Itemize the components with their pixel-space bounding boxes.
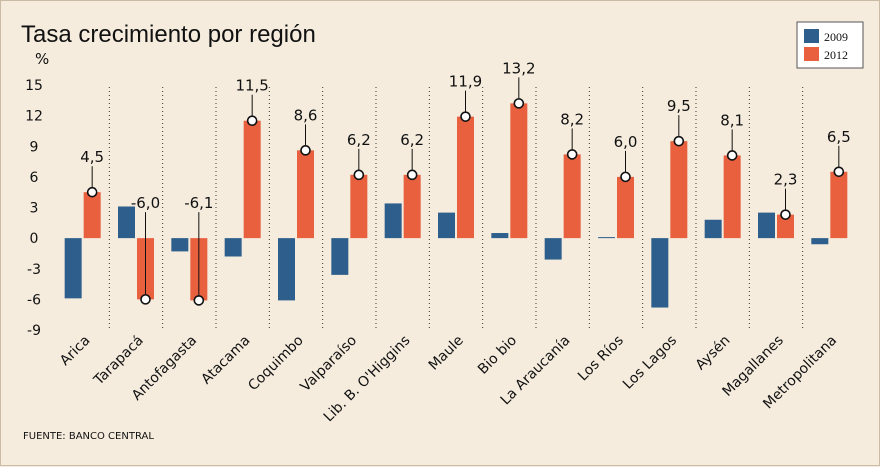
data-label-los-lagos: 9,5 — [667, 97, 691, 115]
bar-2012-maule — [456, 116, 474, 239]
data-label-coquimbo: 8,6 — [294, 106, 318, 124]
bar-2009-maule — [437, 212, 455, 239]
x-tick-label-maule: Maule — [426, 333, 467, 374]
data-label-bio-bio: 13,2 — [502, 59, 535, 77]
data-label-tarapaca: -6,0 — [131, 194, 160, 212]
data-marker-maule — [460, 111, 471, 122]
bar-2012-los-rios — [616, 176, 634, 239]
x-tick-label-los-rios: Los Ríos — [575, 333, 627, 385]
y-tick-label: 9 — [30, 139, 39, 155]
data-label-maule: 11,9 — [449, 73, 482, 91]
data-marker-atacama — [246, 115, 258, 127]
bar-2009-valparaiso — [331, 238, 349, 275]
bar-2009-lib-b-o-higgins — [384, 203, 402, 239]
data-marker-valparaiso — [353, 169, 365, 181]
x-tick-label-tarapaca: Tarapacá — [90, 333, 146, 389]
data-label-la-araucania: 8,2 — [560, 110, 584, 128]
bar-2009-los-lagos — [651, 238, 669, 308]
bar-2012-arica — [83, 192, 101, 239]
legend-swatch-2012 — [804, 47, 819, 61]
data-label-metropolitana: 6,5 — [827, 128, 851, 146]
x-tick-label-atacama: Atacama — [198, 333, 253, 388]
bar-2012-los-lagos — [670, 141, 688, 239]
data-label-valparaiso: 6,2 — [347, 131, 371, 149]
source-note: FUENTE: BANCO CENTRAL — [23, 431, 154, 442]
x-tick-label-los-lagos: Los Lagos — [620, 333, 680, 393]
data-marker-los-lagos — [673, 135, 685, 147]
bar-2012-aysen — [723, 155, 741, 239]
data-label-magallanes: 2,3 — [774, 171, 798, 189]
bar-2012-la-araucania — [563, 154, 581, 239]
y-tick-label: 3 — [30, 201, 39, 217]
data-marker-metropolitana — [833, 166, 845, 178]
data-marker-aysen — [726, 150, 738, 161]
bar-2009-tarapaca — [117, 206, 135, 239]
bar-2012-coquimbo — [296, 150, 314, 239]
y-tick-label: 6 — [30, 170, 39, 186]
bar-2009-metropolitana — [811, 238, 829, 245]
x-tick-label-arica: Arica — [57, 333, 93, 369]
bar-2009-coquimbo — [277, 238, 295, 301]
y-tick-label: -3 — [27, 262, 41, 278]
bar-2012-bio-bio — [510, 103, 528, 239]
data-marker-la-araucania — [566, 149, 578, 160]
x-tick-label-bio-bio: Bio bio — [475, 333, 520, 378]
legend-swatch-2009 — [804, 29, 819, 43]
bar-2009-bio-bio — [491, 233, 509, 239]
data-marker-tarapaca — [140, 294, 151, 305]
legend-label-2012: 2012 — [824, 48, 848, 62]
plot-area: 15129630-3-6-94,5Arica-6,0Tarapacá-6,1An… — [25, 59, 851, 425]
bar-2012-valparaiso — [350, 174, 368, 239]
chart-title: Tasa crecimiento por región — [21, 21, 316, 48]
bar-2009-arica — [64, 238, 82, 299]
data-marker-los-rios — [620, 171, 631, 183]
data-label-arica: 4,5 — [80, 148, 104, 166]
data-label-atacama: 11,5 — [235, 77, 268, 95]
legend: 2009 2012 — [796, 21, 864, 69]
y-tick-label: -6 — [27, 292, 41, 308]
data-marker-magallanes — [780, 209, 791, 220]
data-label-los-rios: 6,0 — [614, 133, 638, 151]
data-marker-coquimbo — [300, 145, 311, 156]
bar-2009-la-araucania — [544, 238, 562, 260]
bar-2012-metropolitana — [830, 171, 848, 239]
data-label-lib-b-o-higgins: 6,2 — [400, 131, 424, 149]
data-marker-arica — [86, 186, 98, 198]
bar-2012-magallanes — [776, 214, 794, 239]
bar-2009-aysen — [704, 219, 722, 239]
data-marker-antofagasta — [193, 295, 205, 306]
data-marker-bio-bio — [513, 98, 525, 109]
bar-2009-los-rios — [597, 237, 615, 239]
x-tick-label-aysen: Aysén — [693, 333, 734, 374]
data-label-antofagasta: -6,1 — [184, 194, 213, 212]
y-tick-label: 15 — [25, 78, 43, 94]
legend-label-2009: 2009 — [824, 30, 848, 44]
y-axis-unit: % — [35, 50, 49, 68]
bar-2009-antofagasta — [171, 238, 189, 252]
y-tick-label: 12 — [25, 109, 43, 125]
bar-2009-atacama — [224, 238, 242, 257]
data-marker-lib-b-o-higgins — [406, 169, 418, 181]
y-tick-label: -9 — [27, 323, 41, 339]
y-tick-label: 0 — [30, 231, 39, 247]
bar-2009-magallanes — [757, 212, 775, 239]
bar-2012-lib-b-o-higgins — [403, 174, 421, 239]
data-label-aysen: 8,1 — [720, 111, 744, 129]
bar-2012-atacama — [243, 120, 261, 239]
